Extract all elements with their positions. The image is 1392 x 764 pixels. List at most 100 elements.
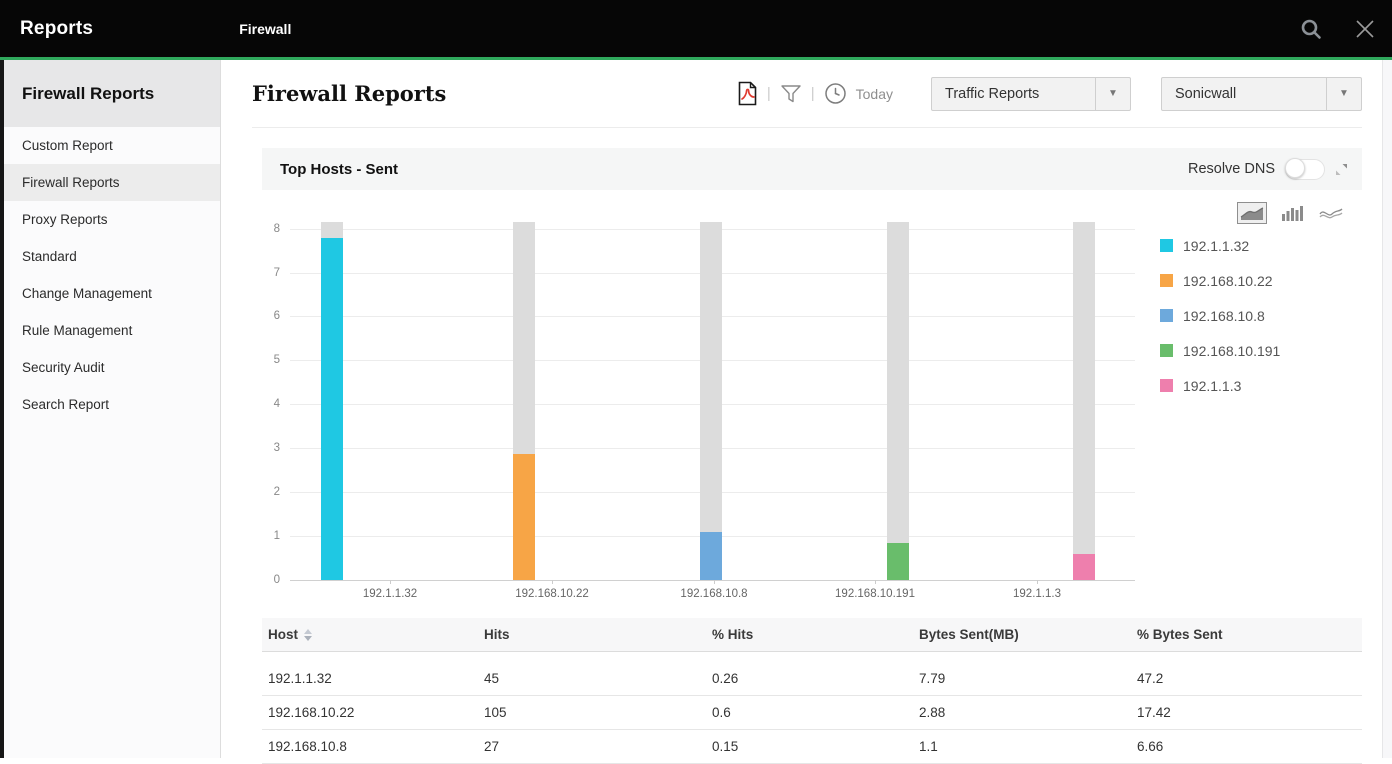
chevron-down-icon: ▼ (1095, 77, 1130, 110)
close-icon[interactable] (1352, 16, 1378, 42)
hosts-table: Host Hits % Hits Bytes Sent(MB) % Bytes Sent… (262, 618, 1362, 764)
report-panel-header: Top Hosts - Sent Resolve DNS (262, 148, 1362, 190)
table-cell: 105 (484, 705, 507, 720)
bar-192.1.1.3[interactable] (1073, 553, 1095, 580)
column-label: Host (268, 627, 298, 642)
bar-chart-icon[interactable] (1279, 203, 1305, 223)
y-axis-tick-label: 8 (273, 222, 280, 235)
legend-label: 192.168.10.191 (1183, 342, 1281, 359)
table-cell: 192.168.10.8 (268, 739, 347, 754)
sidebar-item-change-management[interactable]: Change Management (22, 286, 152, 301)
table-column-header--bytes-sent[interactable]: % Bytes Sent (1137, 627, 1362, 642)
time-period-icon[interactable] (824, 82, 847, 105)
filter-icon[interactable] (780, 84, 802, 104)
y-axis-tick-label: 2 (273, 486, 280, 499)
area-chart-icon[interactable] (1237, 202, 1267, 224)
bar-192.168.10.22[interactable] (513, 453, 535, 580)
sidebar-item-standard[interactable]: Standard (22, 249, 77, 264)
chart-type-switcher (1237, 202, 1345, 224)
table-cell: 0.26 (712, 671, 739, 686)
table-column-header-host[interactable]: Host (262, 627, 484, 642)
legend-label: 192.1.1.3 (1183, 377, 1242, 394)
legend-label: 192.1.1.32 (1183, 237, 1250, 254)
x-axis-tick (1037, 580, 1038, 584)
sidebar-title: Firewall Reports (4, 60, 220, 127)
left-edge-strip (0, 60, 4, 758)
bar-background (887, 222, 909, 580)
tab-firewall[interactable]: Firewall (239, 20, 292, 37)
x-axis-category-label: 192.168.10.8 (680, 588, 748, 600)
column-label: % Bytes Sent (1137, 627, 1223, 642)
x-axis-category-label: 192.1.1.3 (1013, 588, 1061, 600)
x-axis-tick (552, 580, 553, 584)
report-type-value: Traffic Reports (945, 85, 1040, 102)
table-cell: 17.42 (1137, 705, 1171, 720)
expand-icon[interactable] (1335, 163, 1348, 176)
column-label: % Hits (712, 627, 754, 642)
toggle-knob (1285, 158, 1305, 178)
sidebar-item-proxy-reports[interactable]: Proxy Reports (22, 212, 108, 227)
column-label: Hits (484, 627, 510, 642)
table-cell: 6.66 (1137, 739, 1164, 754)
vertical-scrollbar[interactable] (1382, 60, 1392, 758)
x-axis-tick (390, 580, 391, 584)
y-axis-tick-label: 5 (273, 354, 280, 367)
export-pdf-icon[interactable] (737, 81, 758, 106)
table-cell: 47.2 (1137, 671, 1164, 686)
legend-item-192.168.10.8[interactable]: 192.168.10.8 (1160, 298, 1280, 333)
column-label: Bytes Sent(MB) (919, 627, 1019, 642)
table-column-header--hits[interactable]: % Hits (712, 627, 919, 642)
legend-swatch (1160, 344, 1173, 357)
device-dropdown[interactable]: Sonicwall ▼ (1161, 76, 1362, 111)
gridline (290, 580, 1135, 581)
y-axis-tick-label: 1 (273, 530, 280, 543)
sidebar-item-search-report[interactable]: Search Report (22, 397, 110, 412)
sidebar-item-custom-report[interactable]: Custom Report (22, 138, 113, 153)
report-type-dropdown[interactable]: Traffic Reports ▼ (931, 76, 1131, 111)
bar-192.168.10.191[interactable] (887, 542, 909, 580)
bar-background (700, 222, 722, 580)
time-period-label[interactable]: Today (855, 85, 893, 102)
table-cell: 2.88 (919, 705, 946, 720)
y-axis-tick-label: 6 (273, 310, 280, 323)
x-axis-category-label: 192.168.10.22 (515, 588, 589, 600)
x-axis-category-label: 192.168.10.191 (835, 588, 915, 600)
table-row: 192.168.10.8 27 0.15 1.1 6.66 (262, 730, 1362, 764)
sidebar: Firewall Reports Custom Report Firewall R… (4, 60, 221, 758)
bar-192.1.1.32[interactable] (321, 237, 343, 580)
sidebar-item-firewall-reports[interactable]: Firewall Reports (4, 164, 220, 201)
device-value: Sonicwall (1175, 85, 1237, 102)
table-column-header-hits[interactable]: Hits (484, 627, 712, 642)
bar-192.168.10.8[interactable] (700, 531, 722, 580)
resolve-dns-toggle[interactable] (1285, 158, 1325, 180)
sidebar-item-security-audit[interactable]: Security Audit (22, 360, 105, 375)
search-icon[interactable] (1298, 16, 1324, 42)
table-cell: 0.6 (712, 705, 731, 720)
accent-divider (0, 57, 1392, 60)
table-body: 192.1.1.32 45 0.26 7.79 47.2 192.168.10.22 105… (262, 662, 1362, 764)
app-title: Reports (20, 17, 94, 39)
legend-label: 192.168.10.8 (1183, 307, 1265, 324)
legend-item-192.168.10.191[interactable]: 192.168.10.191 (1160, 333, 1280, 368)
x-axis-tick (875, 580, 876, 584)
legend-swatch (1160, 379, 1173, 392)
legend-item-192.168.10.22[interactable]: 192.168.10.22 (1160, 263, 1280, 298)
resolve-dns-label: Resolve DNS (1187, 161, 1275, 177)
table-column-header-bytes-sent-mb-[interactable]: Bytes Sent(MB) (919, 627, 1137, 642)
report-panel-title: Top Hosts - Sent (280, 160, 399, 178)
legend-swatch (1160, 309, 1173, 322)
table-cell: 27 (484, 739, 500, 754)
sort-icon[interactable] (304, 628, 312, 641)
legend-item-192.1.1.32[interactable]: 192.1.1.32 (1160, 228, 1280, 263)
table-row: 192.168.10.22 105 0.6 2.88 17.42 (262, 696, 1362, 730)
line-chart-icon[interactable] (1317, 203, 1345, 223)
bar-chart-plot: 0 1 2 3 4 5 6 7 8 192.1.1.32 192.168.10.22 192.168.… (274, 222, 1135, 600)
y-axis-tick-label: 7 (273, 266, 280, 279)
table-cell: 192.168.10.22 (268, 705, 355, 720)
table-cell: 1.1 (919, 739, 938, 754)
x-axis-category-label: 192.1.1.32 (362, 588, 418, 600)
legend-item-192.1.1.3[interactable]: 192.1.1.3 (1160, 368, 1280, 403)
sidebar-item-rule-management[interactable]: Rule Management (22, 323, 133, 338)
y-axis-tick-label: 3 (273, 442, 280, 455)
legend-swatch (1160, 239, 1173, 252)
